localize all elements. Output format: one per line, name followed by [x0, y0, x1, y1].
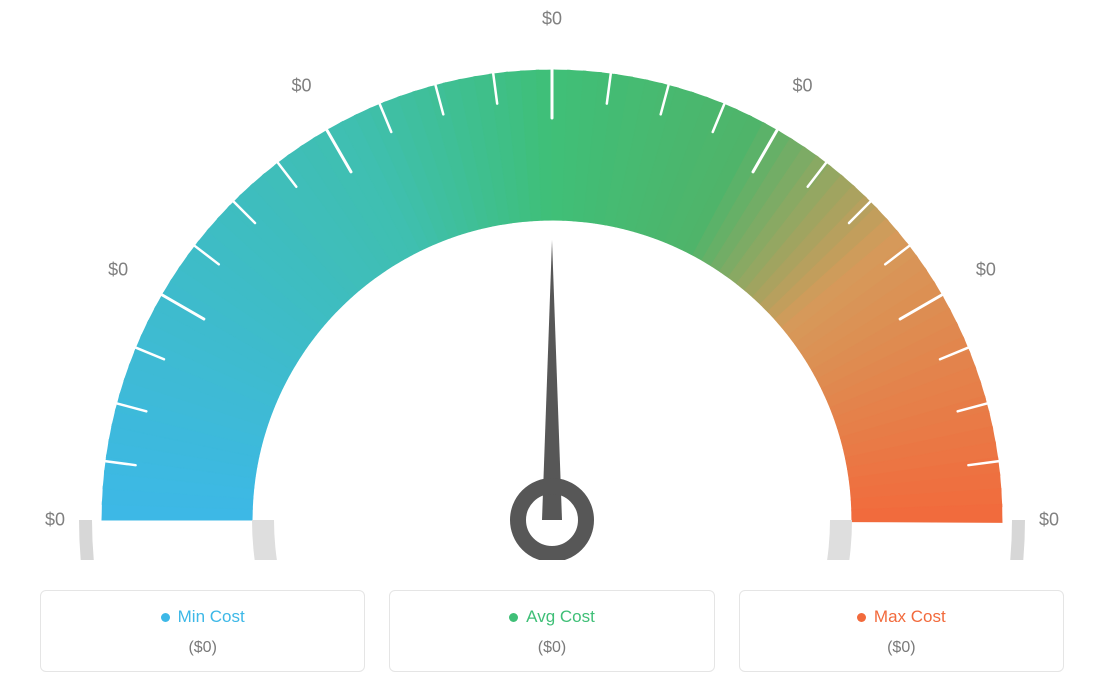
dot-max	[857, 613, 866, 622]
legend-card-max: Max Cost ($0)	[739, 590, 1064, 672]
legend-label-avg: Avg Cost	[526, 607, 595, 627]
legend-row: Min Cost ($0) Avg Cost ($0) Max Cost ($0…	[40, 590, 1064, 672]
gauge-scale-label: $0	[976, 259, 996, 280]
gauge-scale-label: $0	[291, 76, 311, 97]
gauge-scale-label: $0	[1039, 510, 1059, 531]
dot-min	[161, 613, 170, 622]
legend-title-max: Max Cost	[857, 607, 946, 627]
gauge-svg	[0, 0, 1104, 560]
legend-card-min: Min Cost ($0)	[40, 590, 365, 672]
legend-value-min: ($0)	[53, 639, 352, 657]
legend-label-max: Max Cost	[874, 607, 946, 627]
legend-value-max: ($0)	[752, 639, 1051, 657]
legend-value-avg: ($0)	[402, 639, 701, 657]
gauge-area: $0 $0 $0 $0 $0 $0 $0	[0, 0, 1104, 560]
gauge-cost-chart: $0 $0 $0 $0 $0 $0 $0 Min Cost ($0) Avg Cost ($…	[0, 0, 1104, 690]
legend-title-min: Min Cost	[161, 607, 245, 627]
gauge-scale-label: $0	[792, 76, 812, 97]
dot-avg	[509, 613, 518, 622]
legend-card-avg: Avg Cost ($0)	[389, 590, 714, 672]
gauge-scale-label: $0	[542, 9, 562, 30]
legend-label-min: Min Cost	[178, 607, 245, 627]
gauge-scale-label: $0	[108, 259, 128, 280]
gauge-scale-label: $0	[45, 510, 65, 531]
legend-title-avg: Avg Cost	[509, 607, 595, 627]
